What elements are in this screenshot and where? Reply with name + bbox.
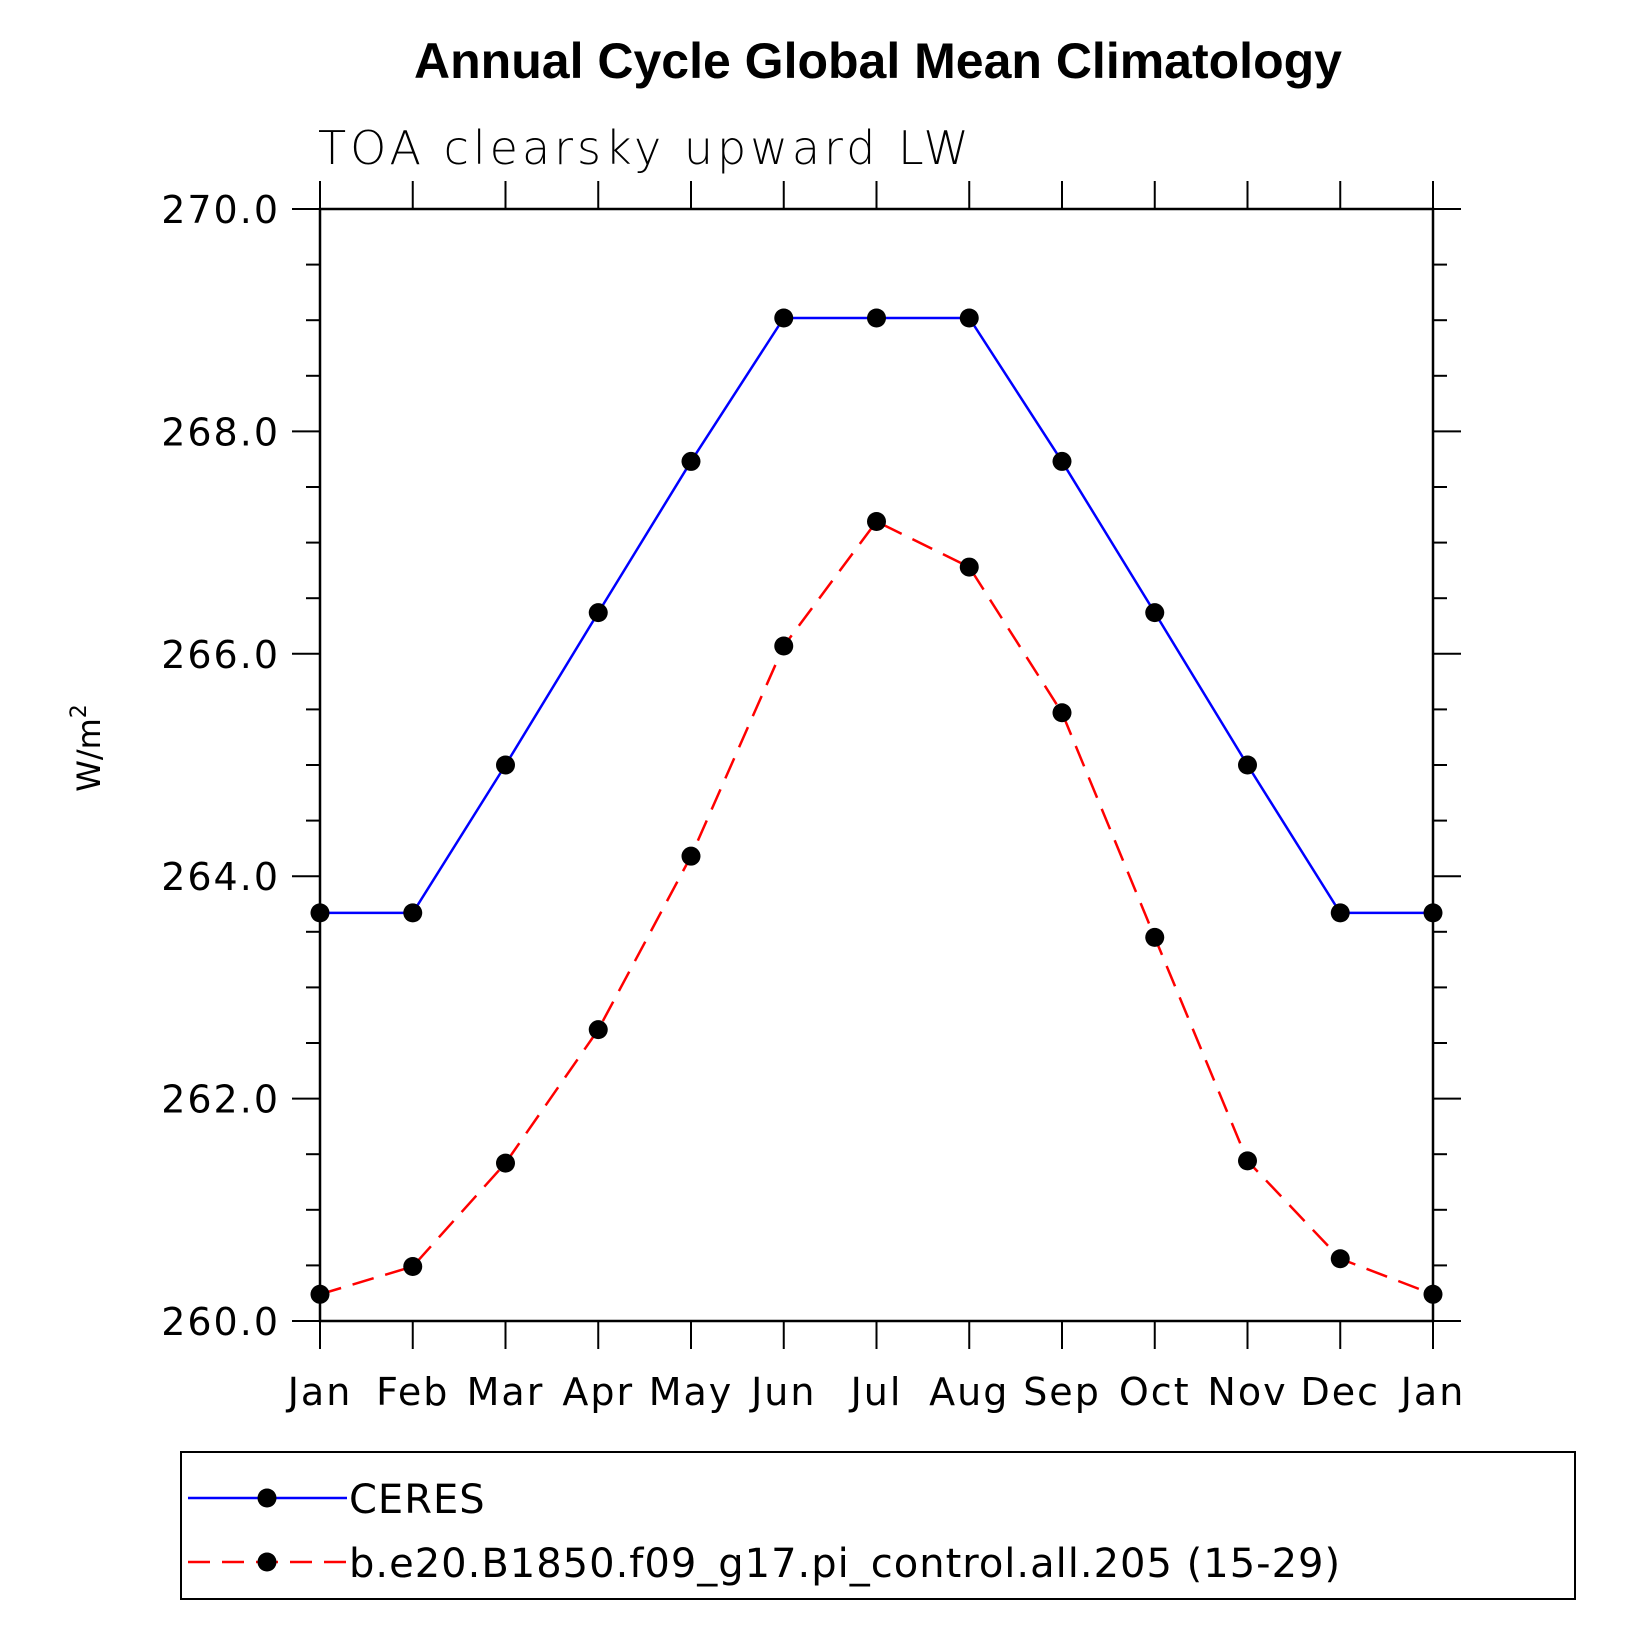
series-1-point bbox=[959, 308, 979, 328]
y-tick-label: 268.0 bbox=[161, 410, 280, 454]
x-tick-label: Dec bbox=[1300, 1370, 1380, 1414]
x-tick-label: Jan bbox=[1399, 1370, 1466, 1414]
plot-frame bbox=[318, 207, 1435, 1323]
series-2-point bbox=[774, 636, 794, 656]
legend-label-2: b.e20.B1850.f09_g17.pi_control.all.205 (… bbox=[349, 1541, 1341, 1587]
chart-title: Annual Cycle Global Mean Climatology bbox=[414, 33, 1342, 89]
series-1-point bbox=[1052, 451, 1072, 471]
x-tick-label: Mar bbox=[467, 1370, 545, 1414]
x-tick-label: May bbox=[649, 1370, 734, 1414]
series-2-point bbox=[588, 1020, 608, 1040]
legend-marker-2 bbox=[257, 1552, 277, 1572]
x-tick-label: Sep bbox=[1023, 1370, 1101, 1414]
series-2-point bbox=[867, 511, 886, 531]
series-1-point bbox=[403, 903, 423, 923]
series-1-point bbox=[588, 603, 608, 623]
y-tick-label: 264.0 bbox=[161, 855, 280, 899]
y-tick-label: 270.0 bbox=[161, 188, 280, 232]
x-tick-label: Jan bbox=[286, 1370, 353, 1414]
series-2-point bbox=[1330, 1249, 1350, 1269]
series-2-point bbox=[403, 1257, 423, 1277]
y-tick-label: 262.0 bbox=[161, 1078, 280, 1122]
x-tick-label: Jul bbox=[849, 1370, 903, 1414]
series-line-1 bbox=[320, 316, 1433, 915]
chart-subtitle: TOA clearsky upward LW bbox=[318, 121, 973, 175]
series-2-point bbox=[681, 846, 701, 866]
y-axis-title: W/m2 bbox=[67, 704, 108, 792]
series-2-point bbox=[1238, 1151, 1257, 1171]
x-tick-label: Nov bbox=[1207, 1370, 1287, 1414]
legend-marker-1 bbox=[257, 1488, 277, 1508]
series-2-point bbox=[1423, 1284, 1443, 1304]
legend: CERES b.e20.B1850.f09_g17.pi_control.all.… bbox=[180, 1451, 1576, 1600]
y-axis-label: W/m bbox=[70, 718, 108, 792]
series-1-point bbox=[310, 903, 330, 923]
series-1-point bbox=[1145, 603, 1165, 623]
x-tick-label: Aug bbox=[929, 1370, 1009, 1414]
series-1-point bbox=[1330, 903, 1350, 923]
series-2-point bbox=[959, 557, 979, 577]
x-tick-label: Jun bbox=[749, 1370, 816, 1414]
series-1-point bbox=[867, 308, 886, 328]
x-tick-label: Oct bbox=[1119, 1370, 1191, 1414]
series-1-point bbox=[774, 308, 794, 328]
series-2-point bbox=[1145, 927, 1165, 947]
y-tick-label: 266.0 bbox=[161, 633, 280, 677]
x-tick-label: Feb bbox=[376, 1370, 449, 1414]
series-layer bbox=[310, 308, 1443, 1304]
series-1-point bbox=[681, 451, 701, 471]
series-2-point bbox=[496, 1153, 515, 1173]
legend-label-1: CERES bbox=[349, 1477, 486, 1523]
x-tick-label: Apr bbox=[562, 1370, 634, 1414]
series-2-point bbox=[1052, 703, 1072, 723]
axes: 260.0 262.0 264.0 266.0 268.0 270.0 Jan Feb Mar A… bbox=[161, 181, 1466, 1414]
series-line-2 bbox=[319, 519, 1434, 1296]
legend-box bbox=[180, 1451, 1576, 1600]
series-1-point bbox=[496, 755, 515, 775]
y-tick-label: 260.0 bbox=[161, 1300, 280, 1344]
svg-text:W/m2: W/m2 bbox=[67, 704, 108, 792]
series-2-point bbox=[310, 1284, 330, 1304]
series-1-point bbox=[1423, 903, 1443, 923]
series-1-point bbox=[1238, 755, 1257, 775]
y-axis-label-superscript: 2 bbox=[67, 704, 92, 718]
